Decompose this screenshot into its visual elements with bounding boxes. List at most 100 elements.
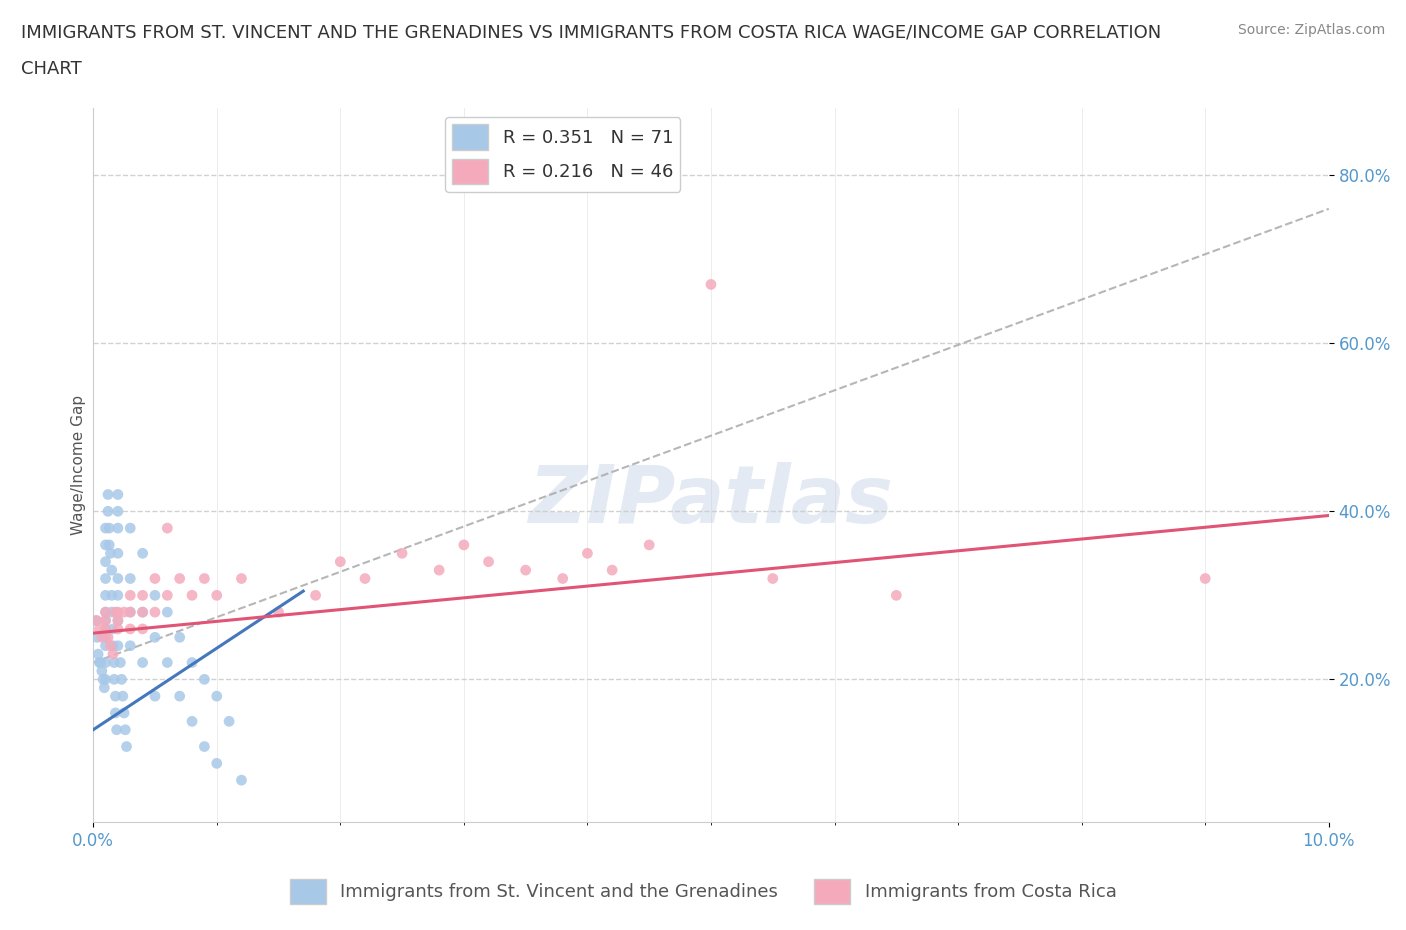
Point	[576, 546, 599, 561]
Point	[1194, 571, 1216, 586]
Point	[94, 613, 117, 628]
Text: Source: ZipAtlas.com: Source: ZipAtlas.com	[1237, 23, 1385, 37]
Point	[477, 554, 499, 569]
Point	[143, 604, 166, 619]
Point	[131, 655, 153, 670]
Y-axis label: Wage/Income Gap: Wage/Income Gap	[72, 395, 86, 535]
Point	[84, 613, 107, 628]
Point	[700, 277, 723, 292]
Point	[193, 671, 215, 686]
Point	[107, 621, 129, 636]
Point	[638, 538, 661, 552]
Point	[104, 604, 127, 619]
Point	[86, 613, 108, 628]
Point	[94, 554, 117, 569]
Point	[131, 621, 153, 636]
Point	[104, 706, 127, 721]
Point	[156, 604, 179, 619]
Point	[267, 604, 290, 619]
Point	[107, 638, 129, 653]
Point	[97, 487, 120, 502]
Point	[94, 655, 117, 670]
Point	[762, 571, 785, 586]
Point	[515, 563, 537, 578]
Point	[231, 773, 253, 788]
Point	[100, 563, 122, 578]
Point	[107, 546, 129, 561]
Point	[101, 646, 124, 661]
Point	[193, 571, 215, 586]
Point	[120, 588, 142, 603]
Point	[94, 521, 117, 536]
Point	[169, 689, 191, 704]
Point	[427, 563, 450, 578]
Point	[107, 613, 129, 628]
Point	[205, 689, 228, 704]
Point	[181, 655, 204, 670]
Point	[94, 588, 117, 603]
Point	[143, 571, 166, 586]
Point	[453, 538, 475, 552]
Point	[94, 638, 117, 653]
Point	[120, 604, 142, 619]
Point	[120, 604, 142, 619]
Point	[551, 571, 574, 586]
Point	[90, 630, 112, 644]
Point	[131, 604, 153, 619]
Point	[391, 546, 413, 561]
Point	[120, 638, 142, 653]
Point	[120, 571, 142, 586]
Point	[131, 604, 153, 619]
Legend: Immigrants from St. Vincent and the Grenadines, Immigrants from Costa Rica: Immigrants from St. Vincent and the Gren…	[283, 871, 1123, 911]
Point	[110, 671, 132, 686]
Point	[97, 630, 120, 644]
Point	[110, 655, 132, 670]
Point	[107, 571, 129, 586]
Point	[131, 588, 153, 603]
Point	[107, 613, 129, 628]
Point	[97, 504, 120, 519]
Point	[89, 621, 111, 636]
Text: IMMIGRANTS FROM ST. VINCENT AND THE GRENADINES VS IMMIGRANTS FROM COSTA RICA WAG: IMMIGRANTS FROM ST. VINCENT AND THE GREN…	[21, 23, 1161, 41]
Point	[600, 563, 623, 578]
Point	[181, 588, 204, 603]
Text: CHART: CHART	[21, 60, 82, 78]
Point	[103, 671, 125, 686]
Point	[156, 521, 179, 536]
Point	[131, 546, 153, 561]
Point	[884, 588, 907, 603]
Point	[107, 604, 129, 619]
Legend: R = 0.351   N = 71, R = 0.216   N = 46: R = 0.351 N = 71, R = 0.216 N = 46	[444, 117, 681, 192]
Point	[218, 714, 240, 729]
Point	[90, 663, 112, 678]
Point	[91, 671, 114, 686]
Point	[94, 613, 117, 628]
Point	[104, 689, 127, 704]
Point	[205, 588, 228, 603]
Point	[86, 630, 108, 644]
Point	[120, 621, 142, 636]
Point	[89, 655, 111, 670]
Point	[112, 706, 135, 721]
Point	[107, 487, 129, 502]
Point	[143, 588, 166, 603]
Point	[354, 571, 377, 586]
Point	[94, 671, 117, 686]
Point	[100, 546, 122, 561]
Point	[100, 638, 122, 653]
Point	[156, 588, 179, 603]
Point	[107, 504, 129, 519]
Point	[193, 739, 215, 754]
Point	[94, 604, 117, 619]
Point	[156, 655, 179, 670]
Point	[115, 739, 138, 754]
Point	[100, 604, 122, 619]
Point	[169, 630, 191, 644]
Point	[94, 621, 117, 636]
Point	[101, 621, 124, 636]
Point	[120, 521, 142, 536]
Point	[94, 604, 117, 619]
Point	[112, 604, 135, 619]
Point	[90, 655, 112, 670]
Point	[205, 756, 228, 771]
